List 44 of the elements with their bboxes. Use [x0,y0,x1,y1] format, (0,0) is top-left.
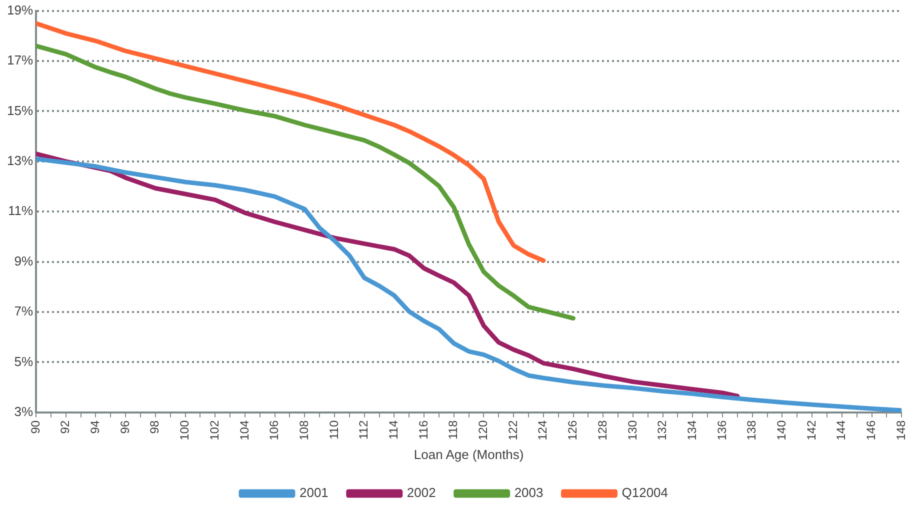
x-tick-label: 120 [476,420,490,440]
x-tick-label: 102 [207,420,222,440]
legend-label: 2001 [299,485,328,500]
legend-label: Q12004 [622,485,668,500]
x-tick-label: 134 [684,420,699,440]
x-tick-label: 144 [834,420,848,440]
x-tick-label: 118 [446,420,460,440]
x-tick-label: 100 [178,420,192,440]
x-tick-label: 148 [894,420,908,440]
x-tick-label: 116 [416,420,430,440]
y-tick-label: 13% [6,152,34,168]
x-tick-label: 124 [536,420,550,440]
y-tick-label: 5% [14,354,34,369]
x-tick-label: 110 [326,420,341,440]
x-tick-label: 122 [506,420,520,440]
x-tick-label: 140 [774,420,789,440]
legend-label: 2002 [406,485,436,500]
y-tick-label: 3% [14,404,34,419]
x-tick-label: 96 [118,420,132,434]
x-tick-label: 114 [386,420,401,440]
x-tick-label: 128 [595,420,610,440]
x-tick-label: 94 [88,420,102,434]
x-tick-label: 142 [804,420,818,440]
x-tick-label: 146 [864,420,878,440]
y-tick-label: 9% [14,253,34,268]
y-tick-label: 11% [8,203,34,218]
x-tick-label: 130 [625,420,640,440]
x-axis-title: Loan Age (Months) [414,446,524,462]
x-tick-label: 126 [566,420,580,440]
y-tick-label: 15% [6,102,34,118]
x-tick-label: 106 [267,420,282,440]
x-tick-label: 108 [296,420,311,440]
x-tick-label: 132 [655,420,670,440]
y-tick-label: 17% [6,52,34,68]
y-tick-label: 7% [14,304,34,319]
x-tick-label: 138 [744,420,759,440]
x-tick-label: 112 [356,420,371,440]
legend-label: 2003 [514,485,544,500]
x-tick-label: 92 [58,420,72,434]
y-tick-label: 19% [6,2,34,18]
x-tick-label: 90 [28,420,42,434]
x-tick-label: 104 [237,420,252,440]
x-tick-label: 136 [714,420,729,440]
x-tick-label: 98 [148,420,162,434]
